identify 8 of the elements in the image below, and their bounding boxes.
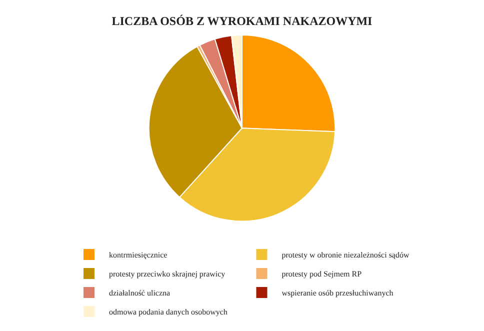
legend-label: kontrmiesięcznice [109, 250, 168, 260]
legend-label: protesty w obronie niezależności sądów [282, 250, 410, 260]
legend-label: działalność uliczna [109, 288, 171, 298]
legend-label: wspieranie osób przesłuchiwanych [282, 288, 394, 298]
chart-title: LICZBA OSÓB Z WYROKAMI NAKAZOWYMI [112, 14, 373, 28]
legend-label: protesty przeciwko skrajnej prawicy [109, 270, 226, 279]
legend-label: protesty pod Sejmem RP [282, 270, 362, 279]
legend-label: odmowa podania danych osobowych [109, 308, 228, 317]
